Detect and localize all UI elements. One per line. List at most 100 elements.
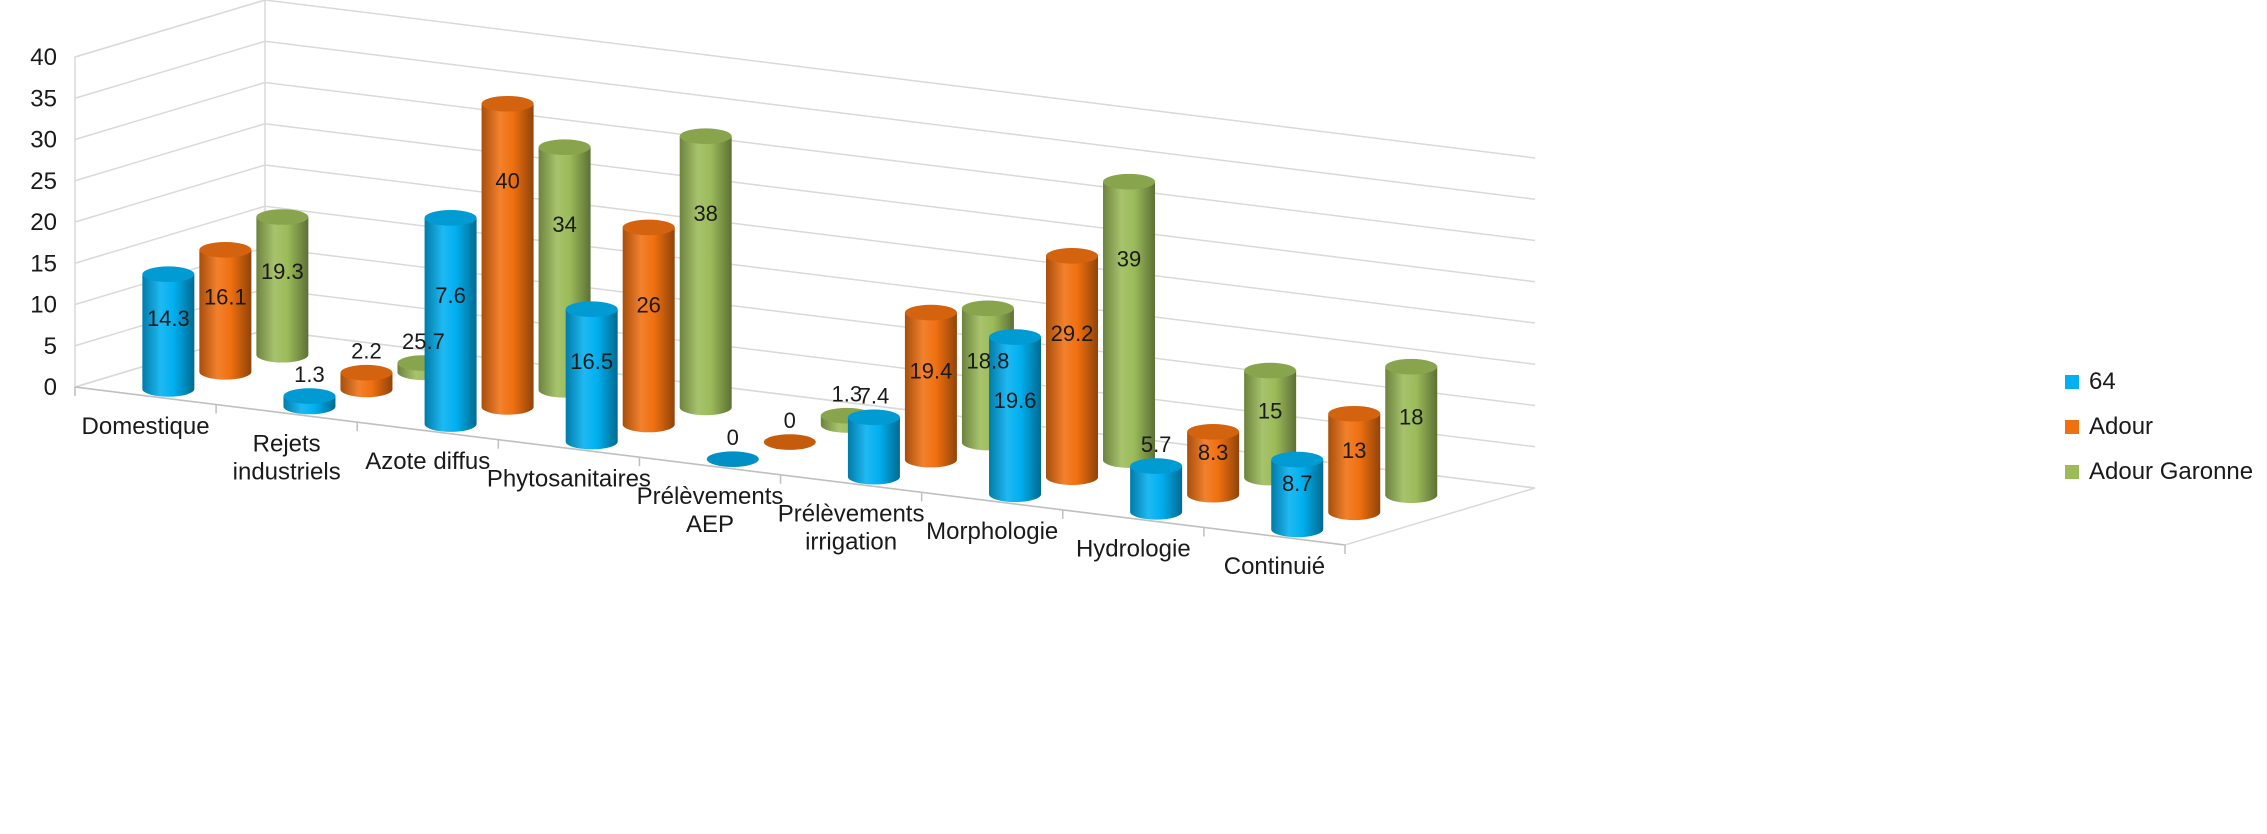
data-label: 0: [784, 408, 796, 433]
bar-body: [622, 227, 675, 433]
bar: [283, 388, 336, 415]
bar-top: [1046, 248, 1099, 264]
bar: [424, 210, 477, 432]
bar-top: [1328, 405, 1381, 422]
bar: [1187, 424, 1240, 503]
category-label: Continuié: [1224, 553, 1325, 580]
bar-top: [622, 219, 675, 236]
bar-body: [1328, 413, 1381, 521]
x-axis-line: [74, 386, 1346, 546]
legend-label: 64: [2089, 368, 2116, 395]
data-label: 16.5: [570, 349, 613, 374]
legend-label: Adour: [2089, 413, 2153, 440]
bar-top: [142, 266, 195, 283]
bar-body: [565, 309, 618, 450]
data-label: 1.3: [832, 382, 863, 407]
bar: [1328, 405, 1381, 521]
data-label: 19.3: [261, 259, 304, 284]
bar-body: [1271, 459, 1324, 538]
bar-top: [1271, 451, 1324, 468]
bar: [622, 219, 675, 433]
bar-body: [142, 274, 195, 397]
bar-top: [989, 329, 1042, 345]
data-label: 1.3: [294, 362, 325, 387]
data-label: 18: [1399, 405, 1423, 430]
data-label: 5.7: [1141, 432, 1172, 457]
category-label: Azote diffus: [365, 448, 490, 475]
bar: [340, 364, 393, 398]
y-tick-label: 15: [30, 250, 57, 277]
data-label: 15: [1258, 399, 1282, 424]
bar-top: [847, 409, 900, 426]
category-label: Phytosanitaires: [487, 465, 651, 492]
bar-top: [763, 434, 816, 450]
data-label: 13: [1342, 438, 1366, 463]
bar: [1046, 248, 1099, 485]
data-label: 29.2: [1051, 321, 1094, 346]
bar-body: [1187, 431, 1240, 503]
data-label: 8.7: [1282, 471, 1313, 496]
category-label: Morphologie: [926, 518, 1058, 545]
bar: [1385, 358, 1438, 503]
data-labels: 14.3 1.3 7.6 16.5 0 7.4 19.6 5.7 8.7 16.1 2.2 40 26 0…: [147, 169, 1424, 496]
bar-body: [679, 136, 732, 416]
data-label: 14.3: [147, 306, 190, 331]
legend-swatch: [2065, 375, 2079, 389]
bar-top: [1103, 173, 1156, 190]
y-tick-label: 0: [44, 374, 57, 401]
bar-body: [1385, 366, 1438, 503]
bar: [1103, 173, 1156, 468]
bar-top: [679, 128, 732, 144]
bar: [256, 209, 309, 363]
y-tick-label: 40: [30, 44, 57, 71]
y-tick-label: 30: [30, 127, 57, 154]
bar: [763, 434, 816, 450]
bar-body: [847, 417, 900, 485]
bar-body: [424, 217, 477, 432]
data-label: 26: [636, 292, 660, 317]
y-tick-label: 10: [30, 292, 57, 319]
bar: [679, 128, 732, 416]
bar: [1130, 458, 1183, 520]
bar-top: [904, 304, 957, 321]
bar: [565, 301, 618, 450]
category-label: Rejets industriels: [233, 430, 341, 485]
bar: [904, 304, 957, 468]
category-label: Hydrologie: [1076, 536, 1191, 563]
data-label: 7.6: [435, 283, 466, 308]
data-label: 16.1: [204, 285, 247, 310]
bar: [142, 266, 195, 397]
floor-front-edge: [74, 386, 1346, 554]
bar: [1271, 451, 1324, 538]
data-label: 38: [693, 201, 717, 226]
data-label: 2.2: [351, 339, 382, 364]
data-label: 0: [727, 425, 739, 450]
bar-top: [340, 364, 393, 381]
category-label: Prélèvements irrigation: [778, 501, 925, 556]
bar-body: [256, 216, 309, 363]
bar: [989, 329, 1042, 503]
bar: [847, 409, 900, 485]
gridline: [74, 40, 1536, 200]
bar-body: [481, 103, 534, 415]
category-label: Domestique: [82, 413, 210, 440]
data-label: 19.6: [994, 388, 1037, 413]
y-tick-label: 25: [30, 168, 57, 195]
gridline: [74, 0, 1536, 159]
bar-body: [989, 337, 1042, 503]
bar-body: [1130, 466, 1183, 520]
bar-top: [1244, 362, 1297, 379]
bar-top: [1385, 358, 1438, 375]
legend: 64 Adour Adour Garonne: [2065, 368, 2253, 485]
category-label: Prélèvements AEP: [637, 483, 784, 538]
legend-swatch: [2065, 465, 2079, 479]
data-label: 8.3: [1198, 440, 1229, 465]
data-label: 18.8: [966, 349, 1009, 374]
bar-top: [283, 388, 336, 404]
bar-top: [961, 300, 1014, 317]
bar-body: [1046, 255, 1099, 485]
bar: [199, 241, 252, 380]
data-label: 39: [1117, 247, 1141, 272]
